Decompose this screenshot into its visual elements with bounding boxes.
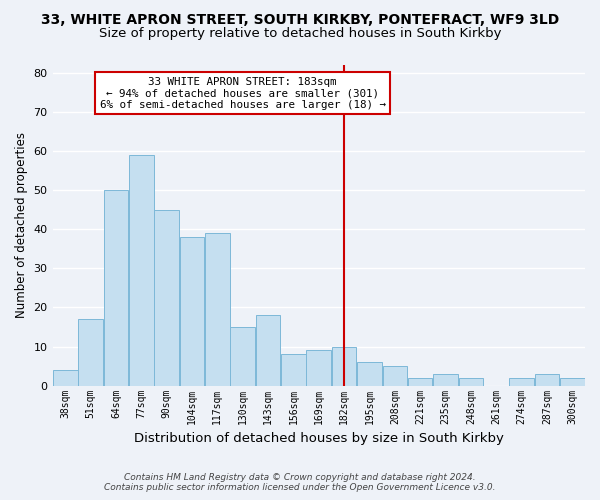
Bar <box>154 210 179 386</box>
Bar <box>104 190 128 386</box>
Y-axis label: Number of detached properties: Number of detached properties <box>15 132 28 318</box>
Bar <box>433 374 458 386</box>
Bar <box>357 362 382 386</box>
Bar <box>179 237 204 386</box>
Text: 33 WHITE APRON STREET: 183sqm
← 94% of detached houses are smaller (301)
6% of s: 33 WHITE APRON STREET: 183sqm ← 94% of d… <box>100 76 386 110</box>
Bar <box>560 378 584 386</box>
Text: 33, WHITE APRON STREET, SOUTH KIRKBY, PONTEFRACT, WF9 3LD: 33, WHITE APRON STREET, SOUTH KIRKBY, PO… <box>41 12 559 26</box>
Bar <box>307 350 331 386</box>
X-axis label: Distribution of detached houses by size in South Kirkby: Distribution of detached houses by size … <box>134 432 504 445</box>
Bar <box>256 316 280 386</box>
Bar <box>509 378 534 386</box>
Bar <box>332 346 356 386</box>
Bar <box>78 319 103 386</box>
Bar <box>205 233 230 386</box>
Bar <box>408 378 433 386</box>
Bar <box>281 354 306 386</box>
Bar <box>535 374 559 386</box>
Bar <box>383 366 407 386</box>
Bar <box>53 370 77 386</box>
Bar <box>129 155 154 386</box>
Text: Contains HM Land Registry data © Crown copyright and database right 2024.
Contai: Contains HM Land Registry data © Crown c… <box>104 473 496 492</box>
Bar <box>230 327 255 386</box>
Bar <box>458 378 483 386</box>
Text: Size of property relative to detached houses in South Kirkby: Size of property relative to detached ho… <box>99 28 501 40</box>
